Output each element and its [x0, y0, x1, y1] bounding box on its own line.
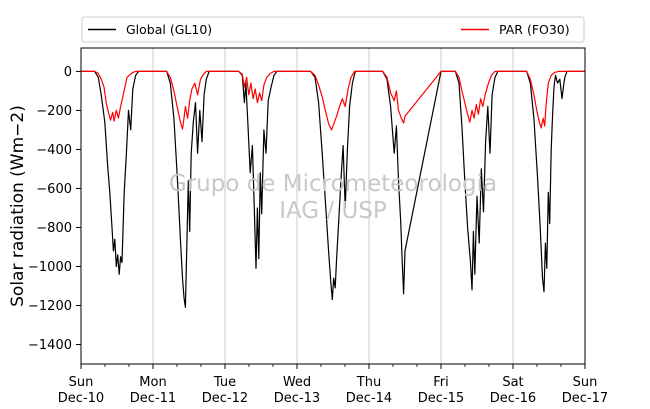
- watermark-line-2: IAG / USP: [279, 198, 387, 224]
- y-tick-label-6: −1200: [28, 299, 72, 314]
- y-tick-label-1: −200: [36, 104, 72, 119]
- y-axis: 0 −200 −400 −600 −800 −1000 −1200 −1400: [28, 65, 81, 353]
- x-tick-date-7: Dec-17: [562, 391, 608, 406]
- legend-box: [81, 16, 585, 43]
- x-tick-date-5: Dec-15: [418, 391, 464, 406]
- x-tick-day-4: Thu: [356, 375, 381, 390]
- y-tick-label-2: −400: [36, 143, 72, 158]
- x-tick-day-1: Mon: [139, 375, 166, 390]
- x-tick-date-0: Dec-10: [58, 391, 104, 406]
- x-axis: SunDec-10MonDec-11TueDec-12WedDec-13ThuD…: [58, 364, 608, 406]
- y-tick-label-7: −1400: [28, 338, 72, 353]
- y-tick-label-4: −800: [36, 221, 72, 236]
- x-tick-day-7: Sun: [573, 375, 598, 390]
- x-tick-day-2: Tue: [213, 375, 236, 390]
- x-tick-date-2: Dec-12: [202, 391, 248, 406]
- x-tick-day-6: Sat: [502, 375, 523, 390]
- x-tick-date-6: Dec-16: [490, 391, 536, 406]
- watermark-line-1: Grupo de Micrometeorologia: [169, 171, 497, 197]
- y-axis-title: Solar radiation (Wm−2): [8, 105, 28, 307]
- plot-frame: [80, 47, 586, 365]
- series-layer: [81, 70, 585, 308]
- x-tick-date-1: Dec-11: [130, 391, 176, 406]
- x-tick-day-3: Wed: [283, 375, 311, 390]
- y-tick-label-5: −1000: [28, 260, 72, 275]
- x-tick-day-0: Sun: [69, 375, 94, 390]
- y-tick-label-0: 0: [64, 65, 72, 80]
- x-tick-date-3: Dec-13: [274, 391, 320, 406]
- x-tick-day-5: Fri: [433, 375, 449, 390]
- watermark: Grupo de Micrometeorologia IAG / USP: [169, 171, 497, 224]
- x-tick-date-4: Dec-14: [346, 391, 392, 406]
- y-tick-label-3: −600: [36, 182, 72, 197]
- series-line-par: [81, 70, 585, 131]
- legend: Global (GL10) PAR (FO30): [81, 16, 585, 43]
- grid-layer: [152, 48, 514, 364]
- legend-label-global: Global (GL10): [126, 22, 212, 37]
- legend-label-par: PAR (FO30): [499, 22, 570, 37]
